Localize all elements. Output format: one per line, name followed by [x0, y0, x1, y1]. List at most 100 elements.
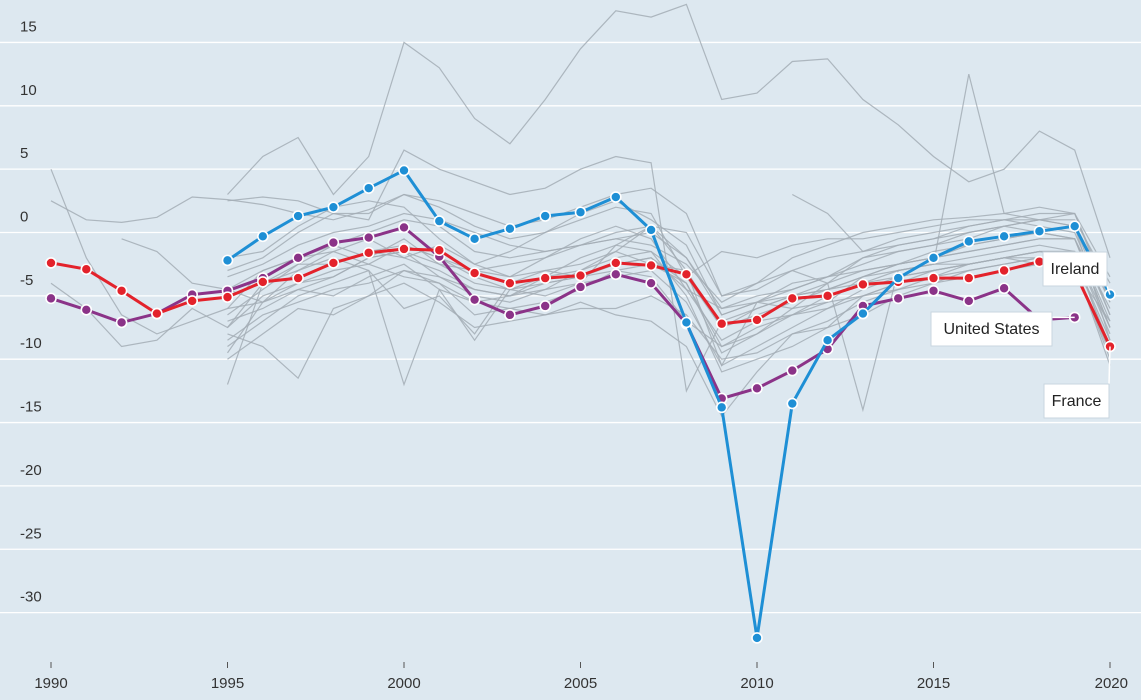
x-tick-label: 2010 — [740, 675, 773, 692]
label-text-france: France — [1052, 393, 1102, 410]
label-france: France — [1043, 346, 1111, 419]
ireland-line — [226, 168, 1112, 640]
united-states-point — [115, 316, 128, 329]
united-states-point — [539, 300, 552, 312]
france-point — [962, 272, 975, 284]
france-point — [151, 307, 163, 320]
ireland-point — [821, 334, 834, 346]
united-states-point — [892, 292, 905, 305]
ireland-point — [504, 222, 516, 235]
x-tick-label: 2000 — [387, 675, 420, 692]
ireland-point — [1033, 225, 1046, 238]
grid — [0, 41, 1141, 614]
ireland-point — [292, 210, 304, 222]
united-states-point — [468, 293, 481, 306]
ireland-point — [786, 397, 799, 410]
france-point — [821, 290, 834, 302]
france-point — [115, 284, 128, 297]
ireland-point — [715, 401, 728, 414]
y-axis-tick-labels: 15 10 5 0 -5 -10 -15 -20 -25 -30 — [20, 18, 42, 605]
label-box — [1043, 383, 1110, 419]
france-point — [857, 278, 869, 291]
x-tick-label: 1995 — [211, 675, 244, 692]
france-point — [645, 259, 657, 272]
other-country-line-10 — [227, 212, 1111, 322]
united-states-point — [962, 295, 975, 307]
ireland-point — [574, 206, 587, 219]
label-text-united-states: United States — [943, 321, 1039, 338]
ireland-point — [609, 191, 622, 203]
united-states-point — [786, 364, 799, 377]
france-point — [327, 257, 340, 269]
y-tick-label: -30 — [20, 589, 42, 606]
united-states-point — [998, 282, 1010, 295]
ireland-point — [398, 164, 410, 177]
series-france — [45, 243, 1116, 353]
france-point — [786, 292, 799, 305]
france-point — [998, 264, 1010, 277]
ireland-point — [998, 230, 1010, 243]
france-point — [256, 276, 269, 288]
france-point — [504, 277, 516, 289]
label-leader-line — [1106, 285, 1111, 295]
other-country-line-17 — [227, 193, 1111, 278]
france-point — [927, 272, 940, 284]
other-country-line-14 — [227, 200, 1111, 341]
united-states-point — [574, 281, 587, 293]
france-point — [433, 244, 446, 257]
x-axis-tick-labels: 1990 1995 2000 2005 2010 2015 2020 — [34, 662, 1128, 692]
other-country-line-12 — [227, 219, 1111, 309]
ireland-point — [433, 215, 446, 227]
y-tick-label: -20 — [20, 462, 42, 479]
highlighted-series — [45, 164, 1116, 644]
france-point — [186, 295, 198, 307]
other-country-line-6 — [226, 73, 1111, 413]
ireland-point — [362, 182, 375, 194]
other-country-line-7 — [227, 225, 1111, 387]
label-box — [1042, 251, 1108, 287]
france-point — [80, 263, 93, 276]
other-country-line-11 — [227, 225, 1111, 341]
series-labels: Ireland United States France — [930, 251, 1111, 419]
france-point — [680, 268, 693, 281]
ireland-point — [645, 224, 657, 236]
united-states-point — [645, 277, 657, 289]
united-states-point — [927, 284, 940, 297]
france-point — [715, 317, 728, 330]
x-tick-label: 2020 — [1095, 675, 1128, 692]
other-country-line-8 — [227, 257, 1111, 418]
ireland-point — [221, 254, 234, 267]
france-point — [221, 291, 234, 303]
y-tick-label: 0 — [20, 209, 28, 226]
ireland-point — [327, 201, 340, 213]
label-leader-line — [1108, 346, 1111, 385]
united-states-point — [504, 309, 516, 321]
united-states-point — [609, 268, 622, 281]
y-tick-label: -5 — [20, 272, 33, 289]
united-states-point — [327, 236, 340, 249]
france-point — [539, 272, 552, 284]
y-tick-label: -25 — [20, 525, 42, 542]
label-box — [930, 311, 1053, 347]
united-states-point — [398, 221, 410, 234]
y-tick-label: -15 — [20, 399, 42, 416]
ireland-point — [539, 210, 552, 222]
ireland-point — [892, 272, 905, 284]
label-text-ireland: Ireland — [1051, 261, 1100, 278]
united-states-point — [292, 252, 304, 264]
y-tick-label: 5 — [20, 145, 28, 162]
united-states-point — [751, 382, 763, 395]
x-tick-label: 1990 — [34, 675, 67, 692]
series-ireland — [221, 164, 1116, 644]
united-states-point — [362, 231, 375, 244]
y-tick-label: 15 — [20, 18, 37, 35]
france-point — [362, 246, 375, 259]
x-tick-label: 2015 — [917, 675, 950, 692]
x-tick-label: 2005 — [564, 675, 597, 692]
ireland-point — [680, 316, 693, 329]
label-united-states: United States — [930, 311, 1075, 347]
ireland-point — [256, 230, 269, 243]
ireland-point — [857, 307, 869, 320]
ireland-point — [962, 235, 975, 248]
